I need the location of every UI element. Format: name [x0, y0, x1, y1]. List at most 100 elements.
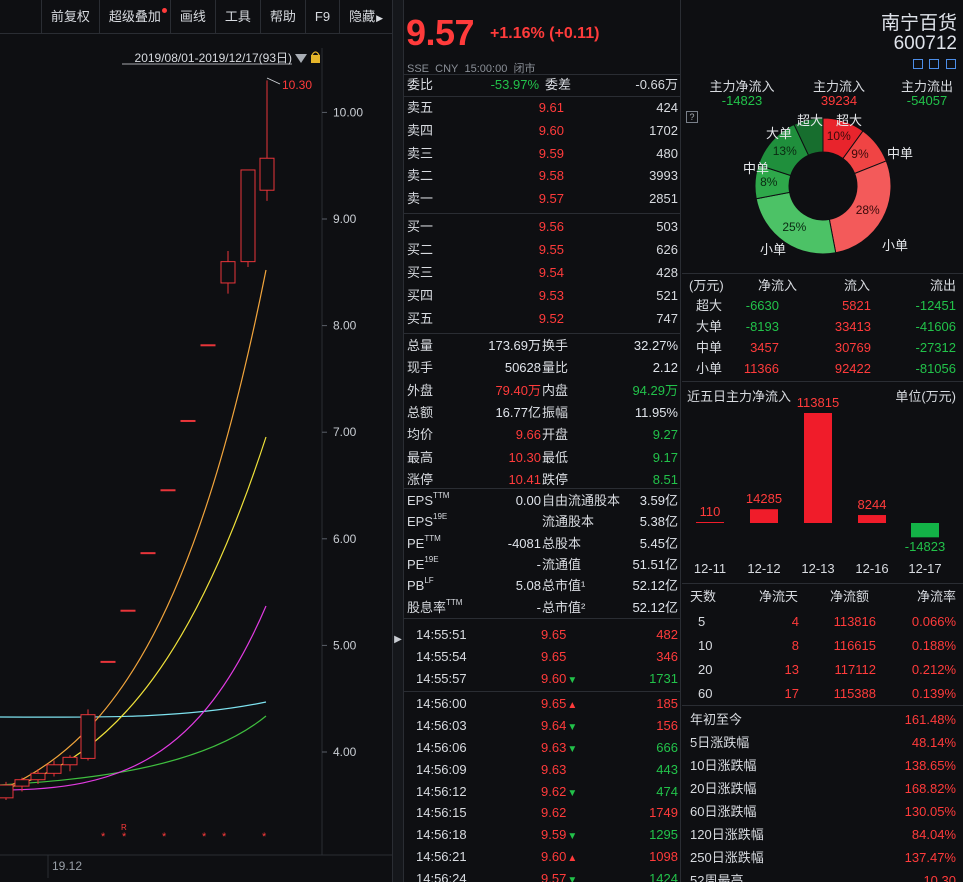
- tick-row[interactable]: 14:56:00 9.65▲ 185: [404, 693, 680, 715]
- stat-value: 32.27%: [633, 338, 678, 353]
- bid-volume: 626: [656, 242, 678, 257]
- bid-row[interactable]: 买四 9.53 521: [404, 284, 680, 307]
- tick-price: 9.63▼: [541, 737, 577, 761]
- price-change: +1.16% (+0.11): [490, 25, 600, 42]
- candle: [0, 781, 14, 800]
- flow-out: -41606: [915, 319, 956, 334]
- ask-row[interactable]: 卖三 9.59 480: [404, 142, 680, 165]
- tick-price: 9.60▼: [541, 668, 577, 692]
- tick-time: 14:56:24: [416, 870, 467, 882]
- ask-price: 9.58: [538, 168, 564, 184]
- tick-row[interactable]: 14:56:21 9.60▲ 1098: [404, 846, 680, 870]
- period-days: 20: [698, 662, 713, 677]
- bid-row[interactable]: 买一 9.56 503: [404, 215, 680, 238]
- fundamental-label-sup: 19E: [433, 512, 448, 522]
- fundamental-value: 52.12亿: [632, 599, 678, 615]
- col-days: 天数: [690, 589, 717, 604]
- tick-volume: 1424: [649, 870, 678, 882]
- flow-in: 30769: [834, 340, 871, 355]
- tools-button[interactable]: 工具: [214, 0, 260, 34]
- stock-code: 600712: [893, 33, 957, 54]
- tick-row[interactable]: 14:56:09 9.63 443: [404, 759, 680, 781]
- tick-volume: 1098: [649, 849, 678, 864]
- tick-price: 9.65: [541, 624, 566, 646]
- kline-chart[interactable]: 2019/08/01-2019/12/17(93日) 10.00 9.00 8.00…: [0, 34, 392, 882]
- five-day-bar: [911, 523, 939, 538]
- tick-row[interactable]: 14:56:18 9.59▼ 1295: [404, 824, 680, 846]
- pane-splitter[interactable]: [392, 0, 404, 882]
- tick-row[interactable]: 14:56:24 9.57▼ 1424: [404, 868, 680, 882]
- hide-button[interactable]: 隐藏▶: [339, 0, 392, 34]
- draw-line-button[interactable]: 画线: [169, 0, 215, 34]
- divider: [682, 583, 963, 584]
- fundamental-value: 52.12亿: [632, 578, 678, 594]
- stat-label: 内盘: [542, 382, 569, 398]
- fundamental-label: 总市值¹: [542, 578, 586, 594]
- fq-button[interactable]: 前复权: [40, 0, 99, 34]
- tick-row[interactable]: 14:56:06 9.63▼ 666: [404, 737, 680, 761]
- ask-row[interactable]: 卖一 9.57 2851: [404, 187, 680, 210]
- tick-volume: 1749: [649, 805, 678, 821]
- stat-row: 现手 50628 量比 2.12: [404, 356, 680, 379]
- bid-level-label: 买五: [407, 311, 434, 326]
- tick-price-value: 9.65: [541, 648, 567, 664]
- tick-row[interactable]: 14:56:15 9.62 1749: [404, 802, 680, 824]
- flow-out: -27312: [915, 340, 956, 355]
- flow-in: 92422: [834, 361, 871, 376]
- tick-row[interactable]: 14:55:57 9.60▼ 1731: [404, 668, 680, 692]
- ask-row[interactable]: 卖五 9.61 424: [404, 96, 680, 119]
- pie-label-mid-out: 中单: [743, 161, 770, 176]
- weibi-value: -53.97%: [490, 77, 539, 92]
- range-dropdown-icon[interactable]: [295, 54, 307, 63]
- ma-yellow-line: [0, 436, 267, 791]
- bid-row[interactable]: 买三 9.54 428: [404, 261, 680, 284]
- ask-row[interactable]: 卖四 9.60 1702: [404, 119, 680, 142]
- edit-icon[interactable]: [913, 59, 923, 69]
- tick-row[interactable]: 14:55:51 9.65 482: [404, 624, 680, 646]
- help-button[interactable]: 帮助: [259, 0, 305, 34]
- help-icon[interactable]: ?: [686, 111, 698, 123]
- five-day-value: 14285: [745, 491, 783, 507]
- tick-row[interactable]: 14:56:03 9.64▼ 156: [404, 715, 680, 737]
- donut-percent: 13%: [772, 144, 797, 159]
- fundamental-label: EPS19E: [407, 510, 447, 533]
- super-overlay-label: 超级叠加: [108, 9, 161, 24]
- ask-row[interactable]: 卖二 9.58 3993: [404, 164, 680, 187]
- ma-orange-line: [0, 269, 267, 791]
- divider: [682, 273, 963, 274]
- collapse-right-icon[interactable]: ▶: [394, 634, 402, 645]
- five-day-date: 12-12: [747, 561, 781, 576]
- signal-star: *: [202, 831, 207, 843]
- tick-row[interactable]: 14:56:12 9.62▼ 474: [404, 781, 680, 803]
- five-day-bar: [696, 522, 724, 523]
- lock-icon[interactable]: [311, 55, 320, 63]
- ask-level-label: 卖四: [407, 122, 434, 138]
- add-watchlist-icon[interactable]: [946, 59, 956, 69]
- notification-dot: [161, 8, 167, 13]
- fundamental-label: 股息率TTM: [407, 596, 462, 619]
- period-net-days: 13: [784, 662, 799, 677]
- stat-value: 79.40万: [495, 382, 541, 398]
- bid-price: 9.54: [538, 265, 564, 280]
- tick-price: 9.57▼: [541, 868, 577, 882]
- stat-label: 均价: [407, 427, 434, 443]
- fundamental-value: 5.38亿: [639, 514, 678, 530]
- bid-row[interactable]: 买二 9.55 626: [404, 238, 680, 261]
- tick-row[interactable]: 14:55:54 9.65 346: [404, 646, 680, 668]
- alert-bell-icon[interactable]: [929, 59, 939, 69]
- super-overlay-button[interactable]: 超级叠加: [98, 0, 170, 34]
- divider: [404, 488, 680, 489]
- bid-row[interactable]: 买五 9.52 747: [404, 307, 680, 330]
- y-tick-label: 9.00: [333, 212, 357, 226]
- arrow-down-icon: ▼: [567, 831, 578, 843]
- bid-level-label: 买二: [407, 242, 434, 257]
- five-day-title: 近五日主力净流入: [687, 389, 792, 404]
- performance-label: 52周最高: [690, 873, 744, 882]
- tick-price: 9.60▲: [541, 846, 577, 870]
- kline-chart-pane[interactable]: 前复权 超级叠加 画线 工具 帮助 F9 隐藏▶ 2019/08/01-2019…: [0, 0, 392, 882]
- performance-value: 84.04%: [911, 827, 956, 842]
- divider: [404, 618, 680, 619]
- donut-percent: 9%: [851, 146, 869, 161]
- candle: [80, 709, 96, 761]
- f9-button[interactable]: F9: [304, 0, 339, 34]
